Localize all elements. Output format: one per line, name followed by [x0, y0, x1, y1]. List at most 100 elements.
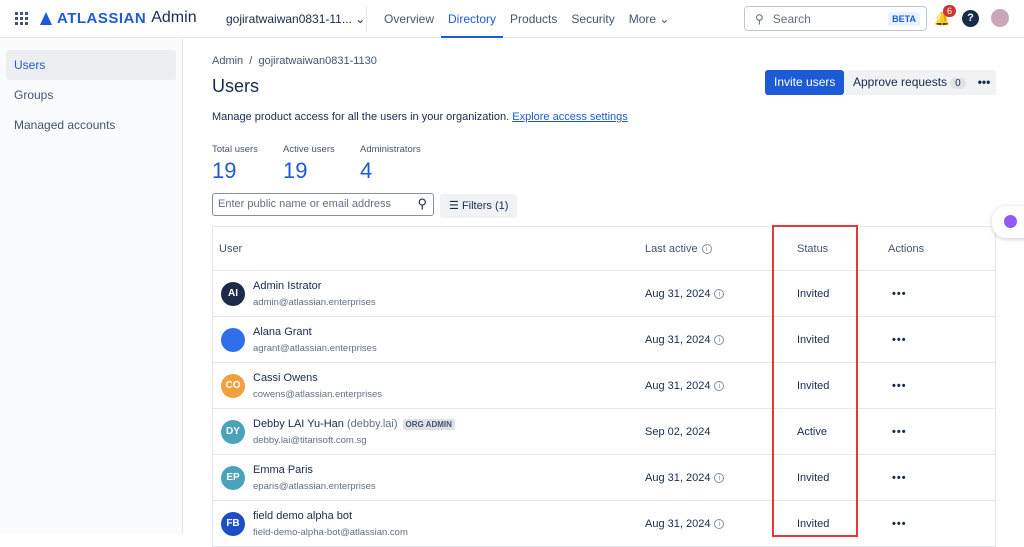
- product-name: Admin: [151, 9, 197, 26]
- search-input[interactable]: ⚲ Search BETA: [744, 6, 927, 31]
- sidebar-item-managed-accounts[interactable]: Managed accounts: [14, 118, 116, 132]
- table-row: EP Emma Paris eparis@atlassian.enterpris…: [213, 455, 995, 501]
- col-last-active[interactable]: Last active i: [645, 243, 712, 255]
- row-actions-button[interactable]: •••: [892, 471, 907, 484]
- app-switcher-icon[interactable]: [15, 12, 28, 25]
- sidebar-item-users[interactable]: Users: [6, 50, 176, 80]
- user-search-input[interactable]: Enter public name or email address ⚲: [212, 193, 434, 216]
- nav-more[interactable]: More ⌄: [628, 12, 670, 26]
- col-status[interactable]: Status: [797, 242, 829, 255]
- row-actions-button[interactable]: •••: [892, 517, 907, 530]
- user-email: eparis@atlassian.enterprises: [253, 481, 376, 492]
- stat-total: Total users 19: [212, 144, 258, 184]
- user-avatar: FB: [221, 512, 245, 536]
- info-icon[interactable]: i: [714, 288, 725, 299]
- table-row: CO Cassi Owens cowens@atlassian.enterpri…: [213, 363, 995, 409]
- approve-requests-button[interactable]: Approve requests 0: [844, 70, 975, 95]
- org-switcher[interactable]: gojiratwaiwan0831-11... ⌄: [226, 12, 365, 26]
- user-avatar: EP: [221, 466, 245, 490]
- stat-active: Active users 19: [283, 144, 335, 184]
- highlight-box: [772, 225, 858, 537]
- help-icon[interactable]: ?: [962, 10, 979, 27]
- nav-directory[interactable]: Directory: [441, 0, 504, 38]
- user-name-text: Debby LAI Yu-Han: [253, 418, 344, 430]
- last-active: Aug 31, 2024 i: [645, 287, 725, 300]
- beta-badge: BETA: [888, 12, 920, 26]
- org-name: gojiratwaiwan0831-11...: [226, 12, 352, 26]
- nav-security[interactable]: Security: [571, 12, 615, 26]
- user-name[interactable]: field demo alpha bot: [253, 510, 352, 522]
- last-active-date: Sep 02, 2024: [645, 425, 711, 438]
- last-active-date: Aug 31, 2024: [645, 379, 711, 392]
- org-admin-badge: ORG ADMIN: [402, 419, 455, 430]
- table-row: DY Debby LAI Yu-Han (debby.lai) ORG ADMIN…: [213, 409, 995, 455]
- user-email: field-demo-alpha-bot@atlassian.com: [253, 527, 408, 538]
- filters-button[interactable]: ☰ Filters (1): [440, 194, 518, 218]
- stat-label: Active users: [283, 144, 335, 155]
- nav-overview[interactable]: Overview: [384, 12, 435, 26]
- user-name-text: field demo alpha bot: [253, 510, 353, 522]
- user-avatar: AI: [221, 282, 245, 306]
- table-row: FB field demo alpha bot field-demo-alpha…: [213, 501, 995, 547]
- last-active: Aug 31, 2024 i: [645, 334, 725, 346]
- avatar[interactable]: [991, 9, 1009, 27]
- status: Invited: [797, 517, 830, 530]
- sidebar: Users Groups Managed accounts: [0, 39, 183, 534]
- nav-products[interactable]: Products: [510, 12, 558, 26]
- stat-value: 4: [360, 158, 373, 183]
- page-title: Users: [212, 76, 260, 96]
- last-active-date: Aug 31, 2024: [645, 287, 711, 300]
- search-icon: ⚲: [755, 11, 764, 26]
- status: Invited: [797, 333, 830, 346]
- sidebar-item-groups[interactable]: Groups: [14, 88, 54, 102]
- stat-label: Total users: [212, 144, 258, 155]
- notification-count: 6: [943, 5, 957, 17]
- row-actions-button[interactable]: •••: [892, 287, 907, 300]
- last-active-date: Aug 31, 2024: [645, 471, 711, 484]
- table-row: AI Admin Istrator admin@atlassian.enterp…: [213, 271, 995, 317]
- invite-users-button[interactable]: Invite users: [765, 70, 845, 95]
- status: Invited: [797, 471, 830, 484]
- info-icon[interactable]: i: [701, 243, 712, 254]
- last-active: Aug 31, 2024 i: [645, 517, 725, 530]
- stat-label: Administrators: [360, 144, 421, 155]
- stat-value: 19: [212, 158, 237, 183]
- info-icon[interactable]: i: [714, 472, 725, 483]
- user-name[interactable]: Admin Istrator: [253, 280, 321, 292]
- assistant-icon: [1004, 215, 1017, 228]
- status: Active: [797, 425, 827, 438]
- info-icon[interactable]: i: [714, 334, 725, 345]
- atlassian-logo[interactable]: ATLASSIAN Admin: [40, 9, 197, 27]
- last-active: Aug 31, 2024 i: [645, 471, 725, 484]
- col-user[interactable]: User: [219, 242, 243, 255]
- nav-more-label: More: [628, 12, 657, 26]
- assistant-button[interactable]: [992, 206, 1024, 238]
- filter-icon: ☰: [449, 200, 459, 212]
- user-name-text: Cassi Owens: [253, 372, 318, 384]
- user-name[interactable]: Alana Grant: [253, 326, 312, 338]
- col-last-active-label: Last active: [645, 242, 698, 255]
- info-icon[interactable]: i: [714, 518, 725, 529]
- approve-count: 0: [950, 78, 966, 89]
- status: Invited: [797, 379, 830, 392]
- filters-label: Filters (1): [461, 200, 509, 212]
- user-name[interactable]: Cassi Owens: [253, 372, 318, 384]
- divider: [366, 6, 367, 32]
- page-description: Manage product access for all the users …: [212, 111, 628, 123]
- last-active-date: Aug 31, 2024: [645, 517, 711, 530]
- breadcrumb-admin[interactable]: Admin: [212, 55, 244, 67]
- user-name-text: Alana Grant: [253, 326, 312, 338]
- row-actions-button[interactable]: •••: [892, 333, 907, 346]
- more-button[interactable]: •••: [972, 70, 996, 95]
- search-placeholder: Search: [772, 11, 811, 26]
- user-name[interactable]: Emma Paris: [253, 464, 313, 476]
- explore-access-link[interactable]: Explore access settings: [512, 111, 628, 123]
- breadcrumb: Admin / gojiratwaiwan0831-1130: [212, 55, 377, 67]
- row-actions-button[interactable]: •••: [892, 425, 907, 438]
- info-icon[interactable]: i: [714, 380, 725, 391]
- user-avatar: CO: [221, 374, 245, 398]
- user-name[interactable]: Debby LAI Yu-Han (debby.lai) ORG ADMIN: [253, 418, 455, 430]
- row-actions-button[interactable]: •••: [892, 379, 907, 392]
- user-avatar: [221, 328, 245, 352]
- breadcrumb-org[interactable]: gojiratwaiwan0831-1130: [258, 55, 377, 67]
